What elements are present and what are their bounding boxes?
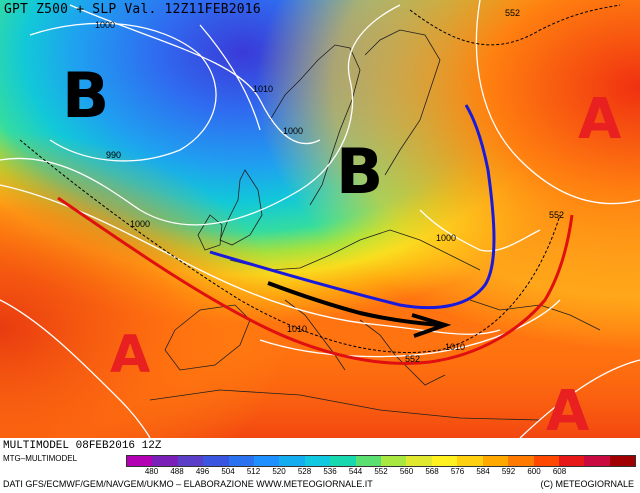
- isobar-1000-central: [0, 4, 401, 226]
- isobar-1010-north: [69, 4, 321, 145]
- ridge-axis-line: [57, 196, 574, 365]
- color-scale-tick-label: 552: [374, 467, 388, 476]
- western-ridge-field: [0, 0, 640, 438]
- color-scale-tick-label: 496: [195, 467, 210, 476]
- color-scale-tick-label: 576: [450, 467, 465, 476]
- color-scale-bar: [126, 455, 636, 467]
- isobar-label: 1000: [283, 126, 303, 136]
- north-africa-coast: [149, 389, 541, 421]
- color-scale-swatch: [228, 456, 255, 466]
- isobar-1010-south: [0, 184, 501, 335]
- contour-552-north: [409, 4, 621, 46]
- high-center-southeast: A: [546, 379, 590, 438]
- isobar-1000-west: [29, 22, 217, 162]
- color-scale-swatch: [279, 456, 305, 466]
- color-scale-swatch: [457, 456, 483, 466]
- isobars: [0, 0, 640, 438]
- isobar-label: 1000: [130, 219, 150, 229]
- continental-coast: [229, 229, 481, 271]
- model-run-label: MULTIMODEL 08FEB2016 12Z: [3, 440, 162, 452]
- isobar-1010-med: [259, 299, 561, 358]
- low-center-west: B: [62, 59, 109, 132]
- color-scale-tick-label: 592: [501, 467, 516, 476]
- jet-arrow-head: [411, 313, 452, 338]
- color-scale-swatch: [355, 456, 382, 466]
- high-center-russia: A: [578, 87, 622, 152]
- map-title: GPT Z500 + SLP Val. 12Z11FEB2016: [4, 2, 261, 17]
- color-scale-tick-label: 544: [348, 467, 363, 476]
- isobar-label: 1000: [436, 233, 456, 243]
- color-scale-tick-label: 608: [552, 467, 567, 476]
- color-scale-swatch: [431, 456, 458, 466]
- color-scale-swatch: [304, 456, 331, 466]
- contour-label: 552: [549, 210, 564, 220]
- color-scale-tick-label: 600: [527, 467, 541, 476]
- contour-label: 552: [505, 8, 520, 18]
- color-scale-swatch: [254, 456, 280, 466]
- trough-axis-line: [209, 104, 496, 310]
- iberia-coast: [164, 304, 251, 371]
- contour-552: [19, 139, 561, 353]
- color-scale-swatch: [533, 456, 559, 466]
- color-scale-ticks: 480 488 496 504 512 520 528 536 544 552 560 568 576 5…: [126, 467, 636, 478]
- color-scale-swatch: [406, 456, 432, 466]
- isobar-label: 1010: [445, 342, 465, 352]
- isobar-label: 1000: [95, 20, 115, 30]
- color-scale-tick-label: 512: [246, 467, 261, 476]
- copyright-label: (C) METEOGIORNALE: [540, 479, 634, 489]
- high-center-atlantic: A: [110, 325, 150, 385]
- isobar-1000-mid: [199, 24, 261, 131]
- isobar-eastern: [475, 0, 640, 205]
- britain-coast: [219, 169, 263, 246]
- color-scale-swatch: [381, 456, 407, 466]
- color-scale-tick-label: 584: [476, 467, 490, 476]
- isobar-southeast: [519, 359, 640, 438]
- color-scale-swatch: [508, 456, 534, 466]
- color-scale-swatch: [203, 456, 229, 466]
- color-scale-tick-label: 480: [144, 467, 159, 476]
- color-scale-swatch: [584, 456, 610, 466]
- isobar-labels: 1000 1010 1000 990 1000 1000 1010 1010 5…: [95, 8, 564, 364]
- low-center-scandinavia: B: [336, 135, 383, 208]
- isobar-1000-east: [419, 209, 541, 252]
- color-scale-swatch: [177, 456, 204, 466]
- finland-coast: [364, 29, 441, 176]
- contour-label: 552: [405, 354, 420, 364]
- color-scale-swatch: [609, 456, 636, 466]
- color-scale-tick-label: 520: [272, 467, 286, 476]
- isobar-label: 990: [106, 150, 121, 160]
- color-scale-swatch: [127, 456, 153, 466]
- geopotential-map: B B A A A 1000 1010 1000 990 1000 1000 1…: [0, 0, 640, 438]
- color-scale-tick-label: 568: [425, 467, 439, 476]
- color-scale-swatch: [330, 456, 356, 466]
- isobar-label: 1010: [287, 324, 307, 334]
- isobar-label: 1010: [253, 84, 273, 94]
- color-scale-tick-label: 488: [170, 467, 184, 476]
- product-label: MTG–MULTIMODEL: [3, 454, 78, 463]
- color-scale-swatch: [558, 456, 585, 466]
- color-scale-tick-label: 536: [323, 467, 337, 476]
- jet-arrow-shaft: [267, 281, 441, 327]
- color-scale-swatch: [152, 456, 178, 466]
- color-scale-tick-label: 528: [297, 467, 312, 476]
- color-scale-swatch: [482, 456, 509, 466]
- data-sources-label: DATI GFS/ECMWF/GEM/NAVGEM/UKMO – ELABORA…: [3, 479, 373, 489]
- color-scale-tick-label: 504: [221, 467, 235, 476]
- color-scale-tick-label: 560: [399, 467, 414, 476]
- isobar-atlantic: [0, 299, 151, 438]
